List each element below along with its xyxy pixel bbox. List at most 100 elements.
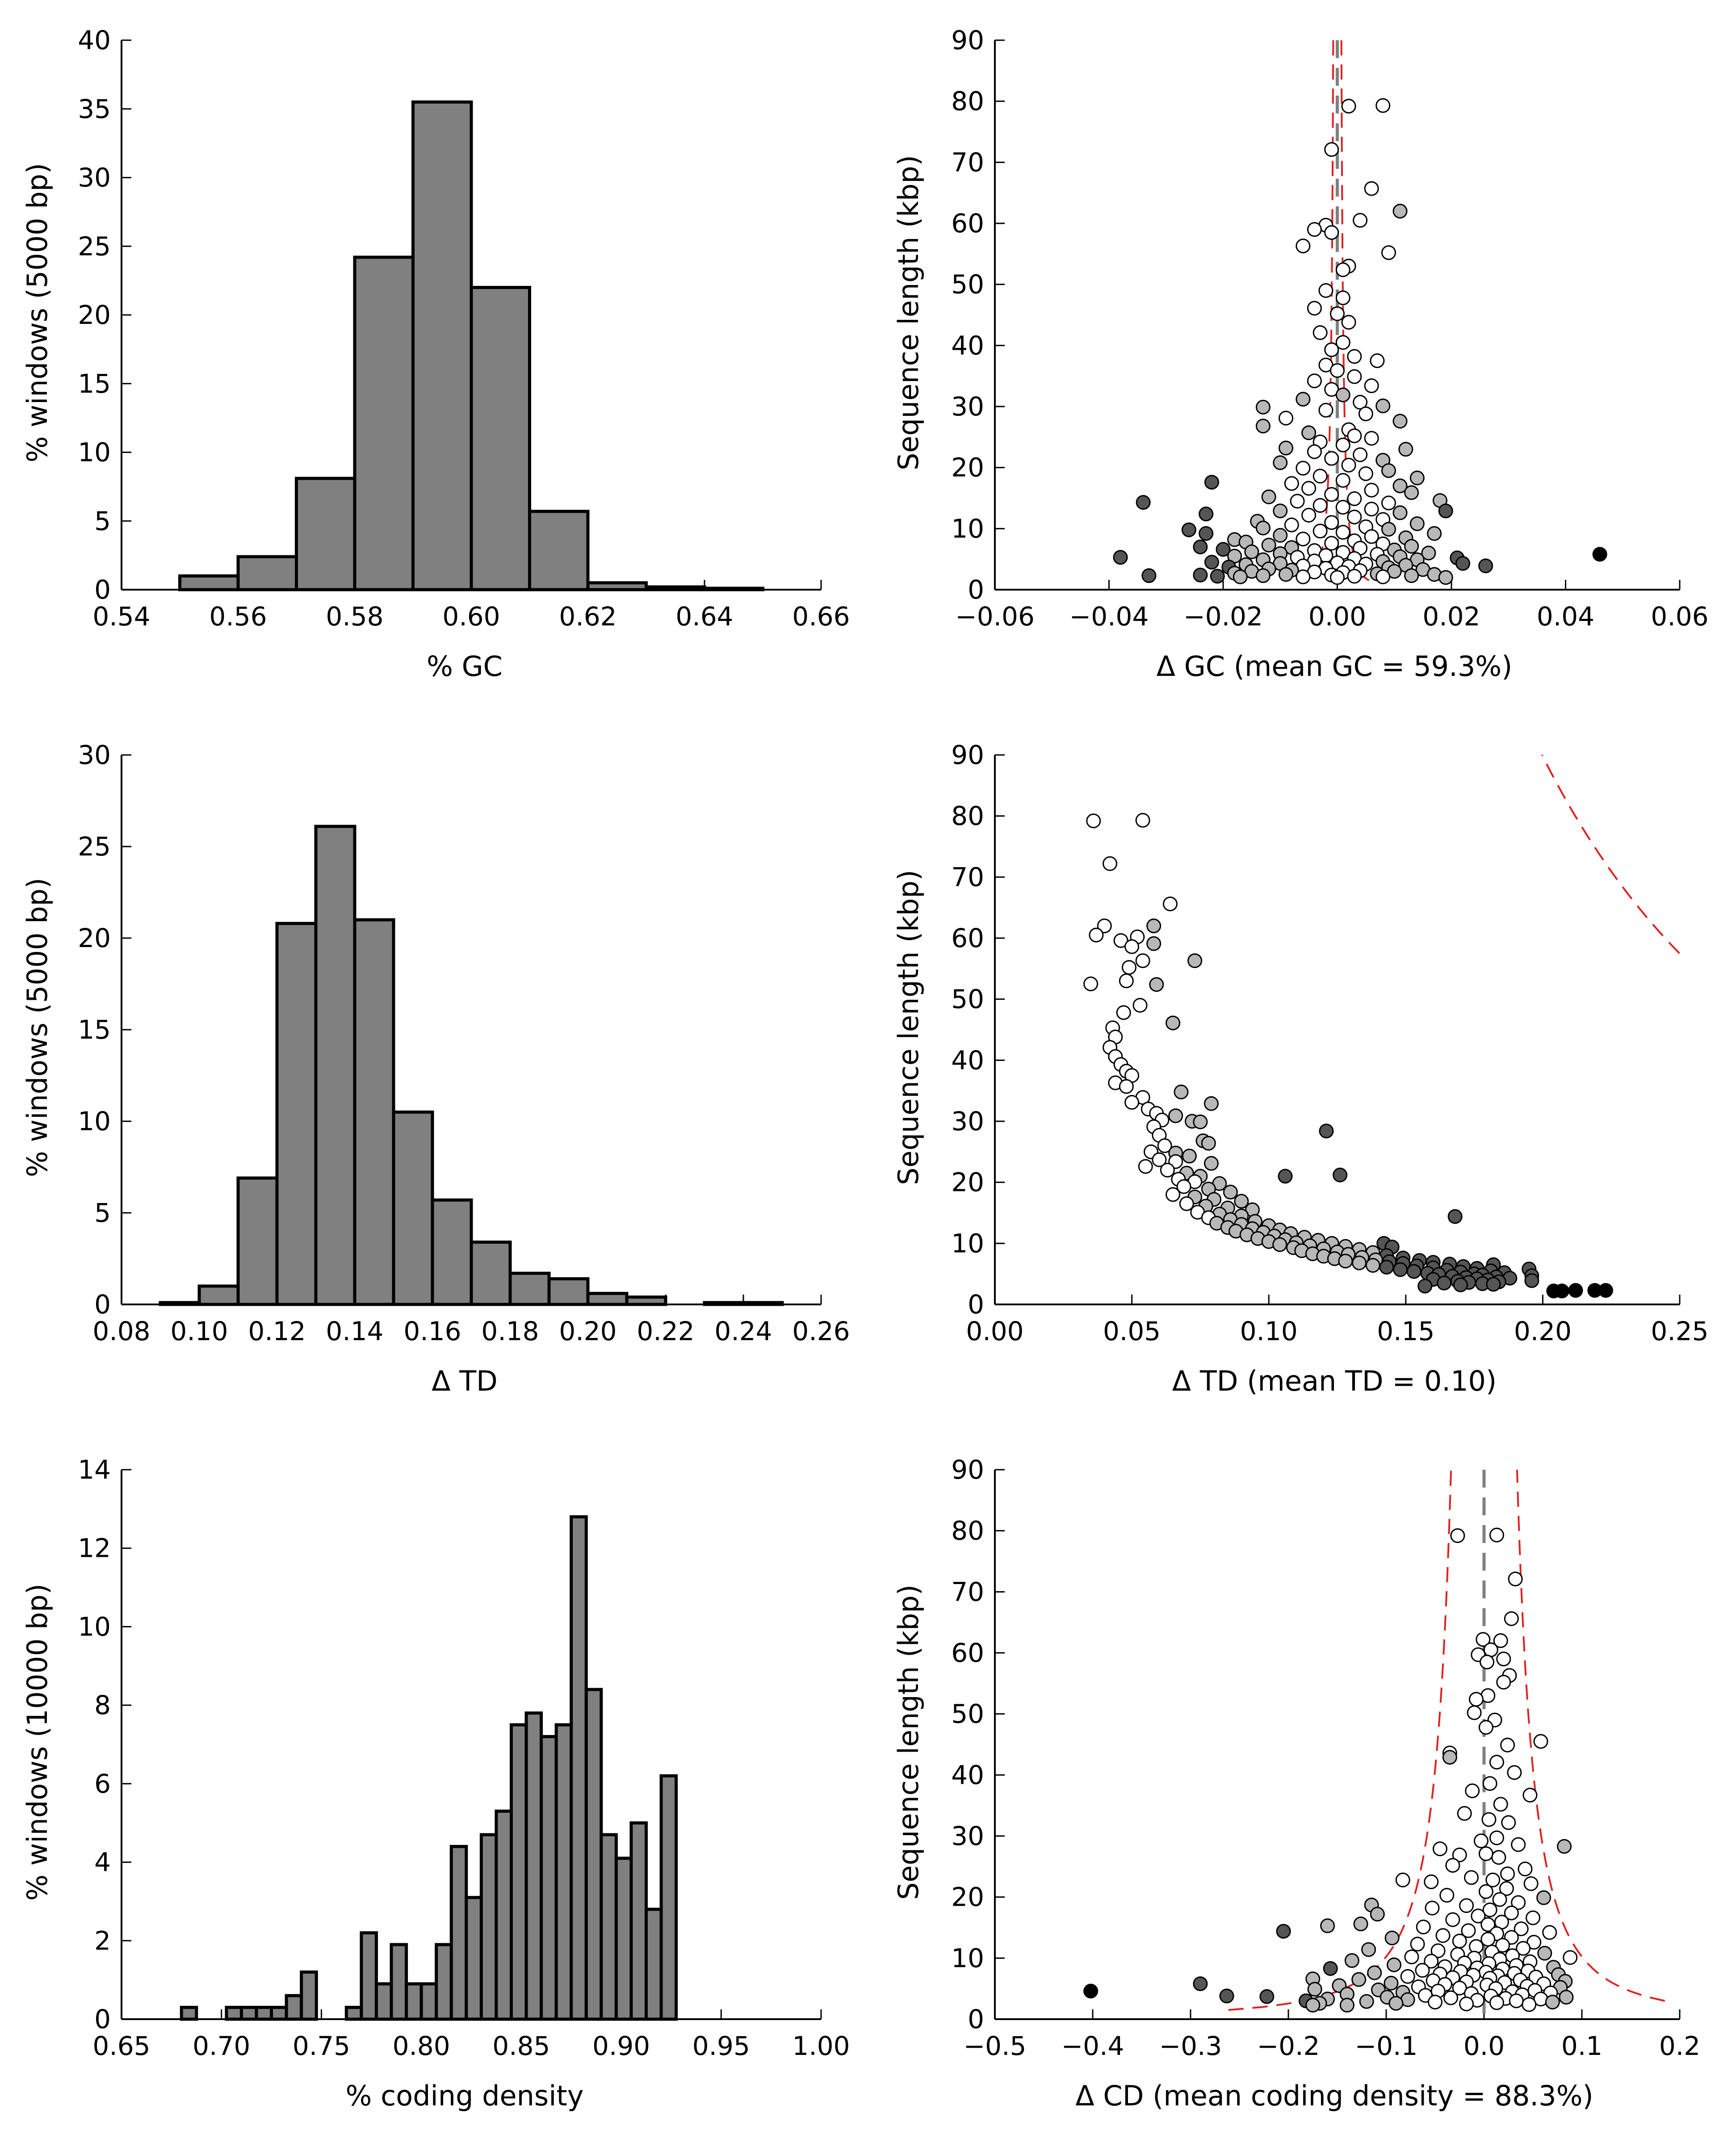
scatter-point (1415, 1963, 1430, 1978)
y-tick-label: 6 (94, 1769, 111, 1799)
y-tick-label: 30 (951, 1106, 984, 1136)
scatter-point (1598, 1283, 1613, 1298)
scatter-point (1347, 369, 1362, 384)
histogram-bar (239, 2006, 258, 2021)
y-tick-label: 30 (951, 391, 984, 422)
scatter-point (1305, 1998, 1321, 2013)
cd-scatter-panel: Δ CD (mean coding density = 88.3%) Seque… (892, 1455, 1700, 2112)
x-tick-label: 0.00 (1308, 601, 1366, 632)
scatter-point (1467, 1705, 1482, 1720)
y-tick-label: 15 (78, 1015, 111, 1045)
x-tick-label: 0.06 (1651, 601, 1708, 632)
histogram-bar (645, 585, 706, 591)
histogram-bar (295, 477, 356, 591)
histogram-bar (629, 1821, 648, 2021)
scatter-point (1439, 1888, 1455, 1903)
scatter-point (1428, 1995, 1442, 2010)
x-tick-label: 0.02 (1422, 601, 1480, 632)
scatter-point (1459, 1996, 1474, 2012)
scatter-point (1149, 977, 1164, 992)
y-tick-label: 40 (78, 25, 111, 55)
scatter-point (1324, 225, 1339, 240)
scatter-point (1489, 1995, 1504, 2010)
threshold-curve (1516, 1469, 1665, 2002)
scatter-point (1452, 1847, 1467, 1862)
scatter-point (1193, 1114, 1208, 1129)
x-tick-label: 0.85 (492, 2031, 550, 2061)
scatter-point (1199, 507, 1214, 522)
scatter-point (1365, 1258, 1380, 1273)
scatter-point (1478, 1846, 1493, 1861)
scatter-point (1113, 933, 1128, 948)
y-tick-label: 0 (94, 574, 111, 605)
scatter-point (1489, 1830, 1504, 1845)
scatter-point (1152, 1152, 1167, 1167)
x-tick-label: 0.26 (792, 1316, 850, 1346)
scatter-point (1482, 1776, 1497, 1791)
y-tick-label: 12 (78, 1533, 111, 1564)
x-tick-label: 0.08 (92, 1316, 150, 1346)
scatter-point (1307, 301, 1322, 316)
scatter-point (1335, 387, 1350, 402)
scatter-point (1404, 568, 1419, 583)
scatter-point (1199, 526, 1214, 541)
histogram-bar (495, 1809, 513, 2021)
scatter-point (1473, 1833, 1489, 1849)
y-tick-label: 80 (951, 1516, 984, 1546)
scatter-point (1392, 414, 1408, 429)
histogram-bar (586, 1291, 629, 1306)
threshold-curve (1541, 755, 1680, 954)
scatter-point (1384, 1975, 1399, 1991)
histogram-bar (270, 2006, 288, 2021)
scatter-point (1261, 489, 1276, 504)
scatter-point (1324, 142, 1339, 157)
scatter-point (1324, 487, 1339, 502)
scatter-point (1335, 335, 1350, 350)
scatter-point (1536, 1890, 1551, 1905)
scatter-point (1509, 1993, 1524, 2008)
scatter-point (1384, 1930, 1400, 1945)
x-tick-label: 0.0 (1463, 2031, 1505, 2061)
scatter-point (1410, 1937, 1425, 1952)
y-tick-label: 5 (94, 506, 111, 536)
scatter-point (1323, 1961, 1338, 1976)
y-tick-label: 10 (951, 1943, 984, 1973)
y-tick-label: 20 (78, 300, 111, 330)
histogram-bar (703, 587, 764, 591)
scatter-point (1537, 1945, 1552, 1961)
scatter-point (1201, 1136, 1216, 1151)
scatter-point (1193, 567, 1208, 583)
scatter-point (1216, 542, 1231, 557)
td-scatter-ylabel: Sequence length (kbp) (892, 870, 925, 1185)
scatter-point (1324, 342, 1339, 357)
scatter-point (1166, 1015, 1181, 1031)
scatter-point (1344, 1953, 1359, 1968)
y-tick-label: 15 (78, 369, 111, 399)
scatter-point (1335, 437, 1350, 453)
scatter-point (1554, 1283, 1569, 1299)
scatter-point (1489, 1755, 1504, 1770)
scatter-point (1455, 556, 1471, 571)
histogram-bar (584, 1688, 603, 2021)
scatter-point (1480, 1655, 1495, 1669)
histogram-bar (392, 1111, 434, 1306)
scatter-point (1339, 1998, 1354, 2013)
scatter-point (1501, 1815, 1516, 1830)
scatter-point (1409, 470, 1425, 486)
scatter-point (1542, 1925, 1557, 1940)
y-tick-label: 50 (951, 1699, 984, 1729)
x-tick-label: 0.20 (559, 1316, 616, 1346)
histogram-bar (614, 1857, 633, 2021)
scatter-point (1284, 517, 1299, 532)
y-tick-label: 20 (951, 1167, 984, 1198)
scatter-point (1381, 245, 1396, 260)
histogram-bar (742, 1301, 784, 1306)
scatter-point (1181, 522, 1196, 537)
x-tick-label: 0.75 (293, 2031, 350, 2061)
histogram-bar (236, 555, 298, 591)
y-tick-label: 5 (94, 1198, 111, 1228)
cd-histogram-panel: % coding density % windows (10000 bp) 0.… (21, 1455, 850, 2112)
scatter-point (1307, 444, 1322, 459)
scatter-point (1204, 555, 1219, 570)
